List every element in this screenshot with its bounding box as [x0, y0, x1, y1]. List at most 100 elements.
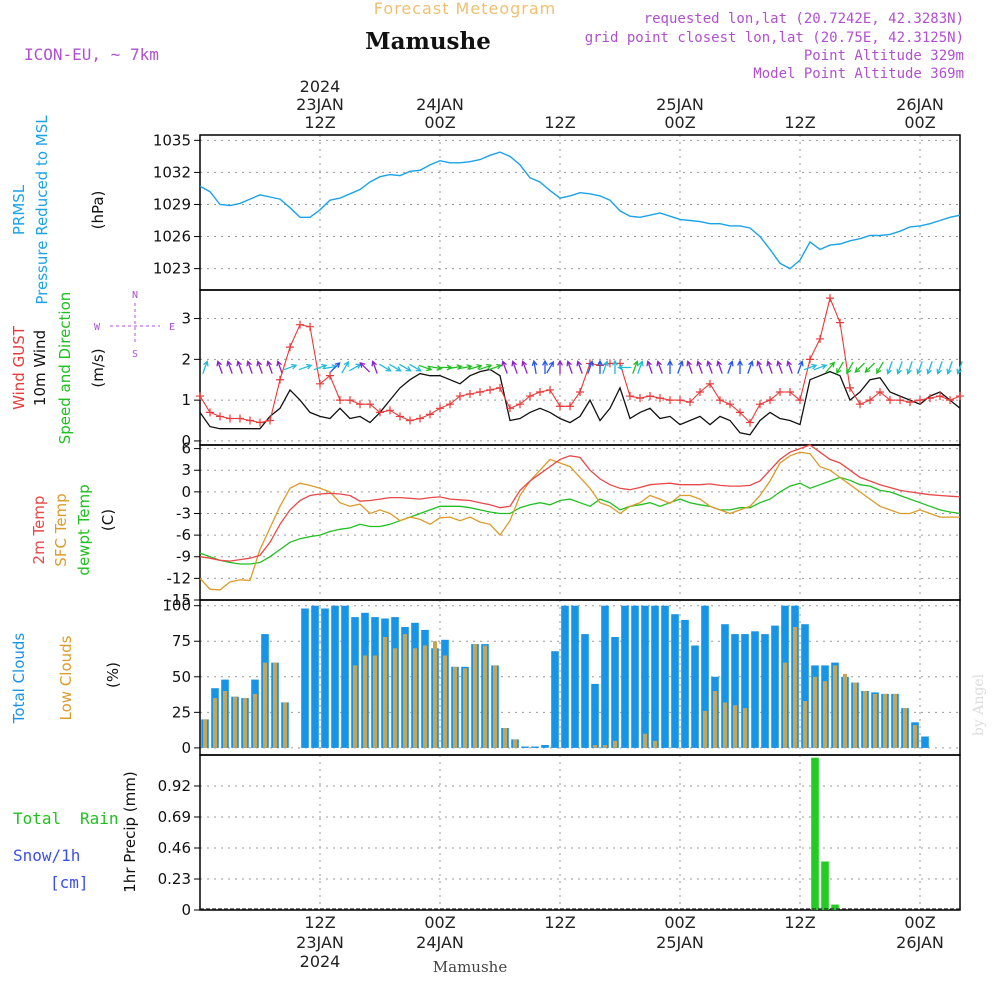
- wind-direction-arrow: [576, 360, 583, 374]
- rain-label-total: Total: [13, 809, 61, 828]
- panels: 102310261029103210350123-15-12-9-6-30360…: [153, 131, 964, 919]
- snow-unit: [cm]: [50, 873, 89, 892]
- wind-direction-arrow: [521, 360, 528, 374]
- top-year-label: 2024: [300, 77, 341, 96]
- wind-direction-arrow: [246, 360, 253, 374]
- low-cloud-bar: [913, 725, 917, 748]
- top-hour-label-3: 00Z: [664, 113, 695, 132]
- wind-gust-marker: [286, 343, 294, 352]
- low-cloud-bar: [403, 634, 407, 748]
- wind-direction-arrow: [511, 360, 518, 374]
- low-cloud-bar: [513, 739, 517, 748]
- wind-direction-arrow: [428, 364, 443, 371]
- low-cloud-bar: [253, 693, 257, 748]
- temperature-ytick-label: 0: [181, 483, 191, 501]
- pressure-ytick-label: 1023: [153, 260, 191, 278]
- temp-2m-line: [199, 444, 961, 562]
- wind-gust-marker: [376, 408, 384, 417]
- low-cloud-bar: [723, 702, 727, 748]
- wind-gust-marker: [266, 416, 274, 425]
- wind-direction-arrow: [298, 363, 313, 371]
- wind-gust-marker: [706, 379, 714, 388]
- total-cloud-bar: [641, 605, 649, 748]
- wind-direction-arrow: [813, 363, 828, 371]
- wind-direction-arrow: [478, 363, 493, 371]
- wind-gust-marker: [436, 404, 444, 413]
- wind-gust-marker: [526, 392, 534, 401]
- total-cloud-bar: [741, 634, 749, 748]
- wind-gust-marker: [676, 396, 684, 405]
- wind-gust-marker: [276, 375, 284, 384]
- bottom-hour-label-0: 12Z: [304, 913, 335, 932]
- low-cloud-bar: [243, 698, 247, 748]
- bottom-date-label-1: 24JAN: [416, 933, 464, 952]
- low-cloud-bar: [873, 693, 877, 748]
- clouds-ytick-label: 75: [172, 632, 191, 650]
- wind-direction-arrow: [825, 361, 836, 373]
- pressure-ytick-label: 1035: [153, 131, 191, 149]
- clouds-ytick-label: 50: [172, 668, 191, 686]
- low-cloud-bar: [783, 662, 787, 748]
- wind-panel: 0 1 2 3: [181, 289, 964, 450]
- wind-gust-marker: [726, 400, 734, 409]
- top-hour-label-0: 12Z: [304, 113, 335, 132]
- low-cloud-bar: [383, 637, 387, 748]
- wind-gust-marker: [886, 396, 894, 405]
- wind-gust-marker: [716, 396, 724, 405]
- wind-direction-arrow: [597, 359, 603, 374]
- bottom-hour-label-3: 00Z: [664, 913, 695, 932]
- wind-direction-arrow: [202, 360, 209, 374]
- wind-gust-marker: [846, 383, 854, 392]
- clouds-ytick-label: 100: [162, 597, 191, 615]
- wind-direction-arrow: [557, 359, 563, 374]
- total-cloud-bar: [541, 745, 549, 748]
- precip-frame: [199, 754, 961, 911]
- compass-s: S: [132, 349, 138, 360]
- wind-gust-marker: [316, 379, 324, 388]
- wind-direction-arrow: [836, 361, 844, 375]
- wind-gust-marker: [826, 294, 834, 303]
- compass-w: W: [94, 322, 101, 333]
- total-cloud-bar: [311, 605, 319, 748]
- total-cloud-bar: [341, 605, 349, 748]
- wind-direction-arrow: [677, 360, 684, 374]
- wind-direction-arrow: [936, 361, 943, 375]
- wind-direction-arrow: [409, 363, 422, 372]
- bottom-hour-label-1: 00Z: [424, 913, 455, 932]
- low-cloud-bar: [713, 691, 717, 748]
- total-cloud-bar: [621, 605, 629, 748]
- low-cloud-bar: [703, 710, 707, 748]
- bottom-date-label-3: 25JAN: [656, 933, 704, 952]
- wind-direction-arrow: [916, 361, 923, 375]
- wind-gust-marker: [426, 410, 434, 419]
- wind-gust-marker: [506, 404, 514, 413]
- total-cloud-bar: [611, 637, 619, 748]
- wind-gust-marker: [816, 334, 824, 343]
- wind-direction-arrow: [656, 360, 663, 374]
- bottom-hour-label-5: 00Z: [904, 913, 935, 932]
- wind-direction-arrow: [646, 360, 653, 374]
- temperature-ytick-label: -12: [167, 569, 192, 587]
- total-cloud-bar: [731, 634, 739, 748]
- watermark: by Angel: [971, 673, 987, 736]
- wind-direction-arrow: [876, 361, 884, 375]
- wind-gust-marker: [796, 396, 804, 405]
- temperature-ytick-label: -3: [176, 504, 191, 522]
- low-cloud-bar: [353, 665, 357, 748]
- total-cloud-bar: [631, 605, 639, 748]
- wind-gust-marker: [756, 400, 764, 409]
- total-cloud-bar: [761, 634, 769, 748]
- pressure-panel: 1023 1026 1029 1032 1035: [153, 131, 961, 291]
- wind-direction-arrow: [379, 363, 392, 372]
- grid-coords: grid point closest lon,lat (20.75E, 42.3…: [585, 30, 964, 46]
- low-cloud-bar: [643, 733, 647, 748]
- compass-e: E: [169, 322, 175, 333]
- temperature-ytick-label: -6: [176, 526, 191, 544]
- wind-gust-marker: [786, 387, 794, 396]
- wind-direction-arrow: [756, 360, 763, 374]
- wind-gust-marker: [576, 387, 584, 396]
- wind-direction-arrow: [276, 360, 283, 374]
- precip-ytick-label: 0.23: [158, 870, 191, 888]
